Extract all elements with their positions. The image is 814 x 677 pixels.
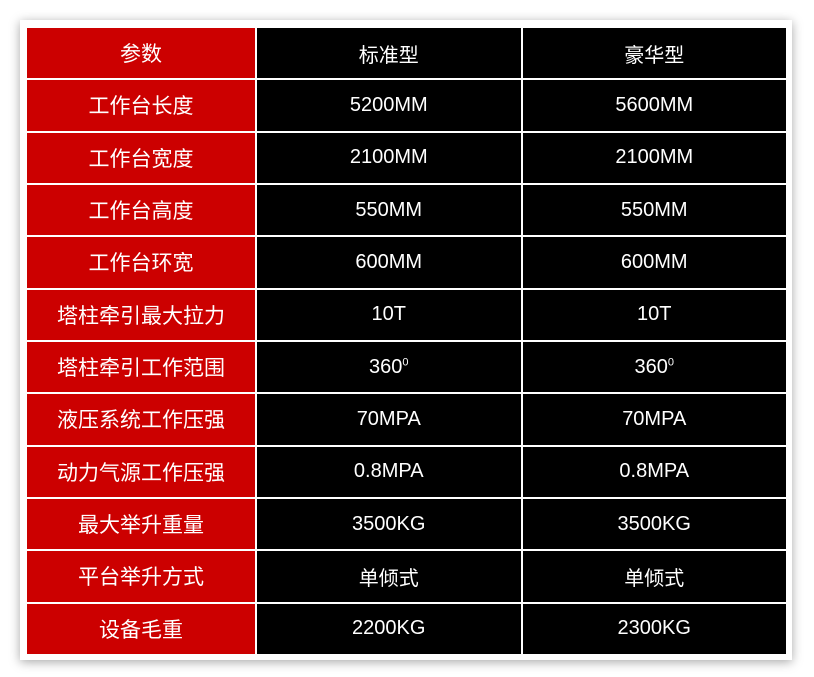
param-cell: 工作台长度 [25,78,257,133]
standard-cell: 2200KG [255,601,523,657]
cell-text: 液压系统工作压强 [57,409,225,433]
cell-text: 塔柱牵引工作范围 [57,357,225,381]
cell-text: 70MPA [356,407,421,430]
cell-text: 2100MM [615,146,694,169]
standard-cell: 3600 [255,339,523,395]
cell-text: 2100MM [349,146,428,169]
cell-text: 0.8MPA [619,460,690,483]
cell-text: 600MM [620,250,688,273]
param-cell: 工作台环宽 [25,235,257,290]
deluxe-cell: 3500KG [520,496,788,552]
param-cell: 塔柱牵引工作范围 [25,339,257,395]
cell-text: 360 [369,355,403,378]
deluxe-cell: 70MPA [520,392,788,447]
param-cell: 工作台高度 [25,182,257,238]
header-deluxe: 豪华型 [520,25,788,81]
deluxe-cell: 10T [520,287,788,342]
cell-text: 10T [637,303,672,326]
deluxe-cell: 3600 [520,339,788,395]
header-standard: 标准型 [255,25,523,81]
standard-cell: 0.8MPA [255,444,523,499]
table-row: 动力气源工作压强 0.8MPA 0.8MPA [25,444,788,499]
cell-text: 2200KG [352,617,426,640]
deluxe-cell: 550MM [520,182,788,238]
table-row: 设备毛重 2200KG 2300KG [25,601,788,657]
cell-text: 塔柱牵引最大拉力 [57,304,225,328]
param-cell: 工作台宽度 [25,130,257,185]
cell-text: 单倾式 [624,567,685,590]
cell-text: 10T [371,303,406,326]
table-row: 塔柱牵引工作范围 3600 3600 [25,339,788,395]
cell-text: 5600MM [615,93,694,116]
deluxe-cell: 0.8MPA [520,444,788,499]
cell-text: 360 [634,355,668,378]
table-row: 最大举升重量 3500KG 3500KG [25,496,788,552]
standard-cell: 3500KG [255,496,523,552]
param-cell: 动力气源工作压强 [25,444,257,499]
table-row: 工作台环宽 600MM 600MM [25,235,788,290]
deluxe-cell: 单倾式 [520,549,788,604]
cell-text: 工作台环宽 [88,252,194,276]
cell-text: 工作台长度 [88,95,194,119]
standard-cell: 70MPA [255,392,523,447]
table-row: 工作台长度 5200MM 5600MM [25,78,788,133]
cell-text: 0.8MPA [353,460,424,483]
cell-text: 550MM [355,198,423,221]
cell-text: 设备毛重 [99,618,183,642]
table-row: 液压系统工作压强 70MPA 70MPA [25,392,788,447]
param-cell: 平台举升方式 [25,549,257,604]
spec-table: 参数 标准型 豪华型 工作台长度 5200MM 5600MM 工作台宽度 2100MM 2… [25,25,788,657]
cell-text: 550MM [620,198,688,221]
cell-text: 2300KG [617,617,691,640]
param-cell: 液压系统工作压强 [25,392,257,447]
standard-cell: 5200MM [255,78,523,133]
cell-text: 单倾式 [358,567,419,590]
cell-text: 最大举升重量 [78,514,204,538]
deluxe-cell: 600MM [520,235,788,290]
param-cell: 最大举升重量 [25,496,257,552]
degree-superscript: 0 [667,355,674,368]
standard-cell: 10T [255,287,523,342]
param-cell: 设备毛重 [25,601,257,657]
cell-text: 600MM [355,250,423,273]
cell-text: 70MPA [622,407,687,430]
cell-text: 3500KG [352,512,426,535]
standard-cell: 600MM [255,235,523,290]
table-row: 平台举升方式 单倾式 单倾式 [25,549,788,604]
standard-cell: 550MM [255,182,523,238]
deluxe-cell: 2100MM [520,130,788,185]
cell-text: 5200MM [349,93,428,116]
standard-cell: 单倾式 [255,549,523,604]
cell-text: 动力气源工作压强 [57,461,225,485]
table-row: 工作台高度 550MM 550MM [25,182,788,238]
cell-text: 3500KG [617,512,691,535]
cell-text: 工作台宽度 [88,147,194,171]
header-param: 参数 [25,25,257,81]
header-row: 参数 标准型 豪华型 [25,25,788,81]
degree-superscript: 0 [402,355,409,368]
standard-cell: 2100MM [255,130,523,185]
cell-text: 工作台高度 [88,200,194,224]
param-cell: 塔柱牵引最大拉力 [25,287,257,342]
deluxe-cell: 2300KG [520,601,788,657]
table-row: 塔柱牵引最大拉力 10T 10T [25,287,788,342]
deluxe-cell: 5600MM [520,78,788,133]
table-row: 工作台宽度 2100MM 2100MM [25,130,788,185]
cell-text: 平台举升方式 [78,566,204,590]
